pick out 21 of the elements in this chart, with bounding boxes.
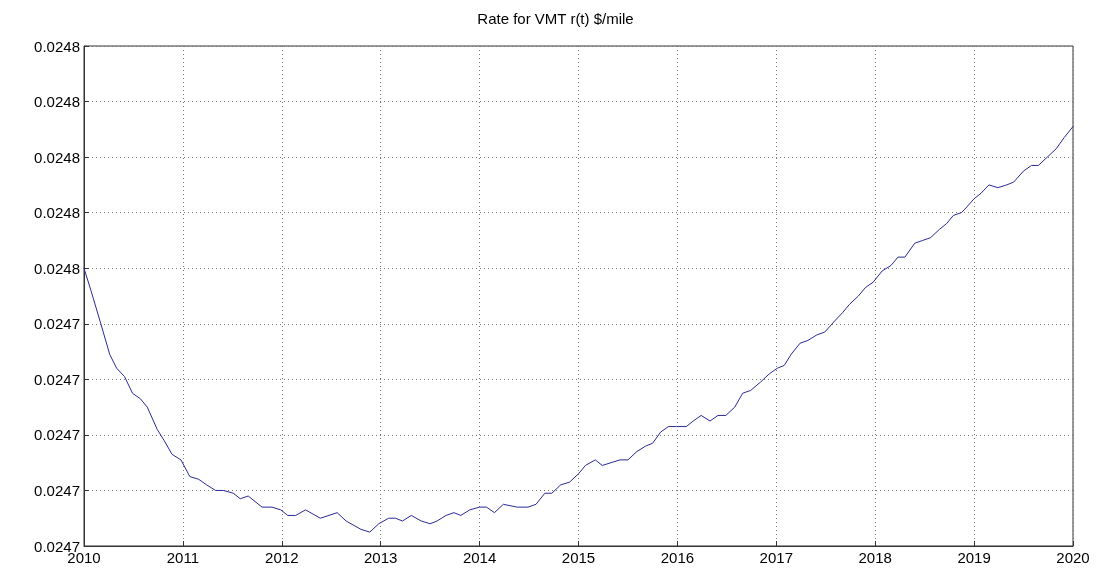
- x-tick-label: 2017: [759, 549, 793, 566]
- y-tick-label: 0.0248: [34, 148, 80, 166]
- x-tick-label: 2014: [462, 549, 497, 566]
- x-tick-label: 2015: [561, 549, 596, 566]
- y-tick-label: 0.0247: [34, 426, 80, 444]
- x-tick-label: 2020: [1056, 549, 1090, 566]
- x-tick-label: 2016: [660, 549, 695, 566]
- x-tick-label: 2012: [265, 549, 299, 566]
- y-tick-label: 0.0247: [34, 481, 80, 499]
- chart-title: Rate for VMT r(t) $/mile: [477, 10, 634, 27]
- y-tick-label: 0.0247: [34, 370, 80, 388]
- y-tick-label: 0.0248: [34, 259, 80, 277]
- line-series: [83, 126, 1074, 533]
- x-tick-label: 2011: [166, 549, 200, 566]
- y-tick-label: 0.0248: [34, 37, 80, 55]
- x-tick-label: 2018: [858, 549, 892, 566]
- x-tick-label: 2019: [957, 549, 991, 566]
- y-tick-label: 0.0248: [34, 93, 80, 111]
- x-tick-label: 2013: [364, 549, 398, 566]
- y-tick-label: 0.0248: [34, 204, 80, 222]
- y-tick-label: 0.0247: [34, 315, 80, 333]
